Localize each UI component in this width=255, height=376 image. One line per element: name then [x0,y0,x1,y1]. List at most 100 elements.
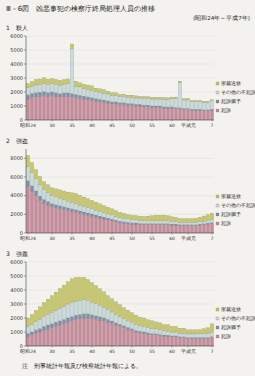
bar-segment [62,319,65,323]
bar-segment [78,83,81,87]
bar-segment [158,323,161,330]
grid-line [26,36,214,37]
bar-segment [194,110,197,120]
x-tick-label: 45 [109,123,115,128]
bar-segment [158,99,161,106]
bar-segment [118,221,121,222]
bar-segment [26,318,29,326]
bar-segment [202,338,205,346]
bar-segment [146,224,149,225]
bar-segment [86,199,89,208]
bar-segment [62,191,65,200]
bar-segment [94,304,97,316]
bar-segment [182,328,185,333]
bar-segment [46,185,49,192]
y-tick-label: 0 [20,230,23,236]
bar-segment [170,108,173,120]
bar-segment [30,86,33,93]
bar-segment [142,105,145,107]
x-tick [188,120,189,122]
bar-segment [114,104,117,120]
bar-segment [126,103,129,105]
bar-segment [198,100,201,101]
x-axis [26,346,214,347]
bar-segment [186,226,189,233]
bar-segment [154,335,157,346]
bar-segment [98,102,101,120]
bar-segment [142,332,145,333]
bar-segment [94,101,97,120]
bar-segment [158,106,161,107]
bar-segment [158,334,161,335]
grid-line [26,158,214,159]
bar-segment [110,96,113,102]
x-tick-label: 昭和24 [20,348,36,354]
bar-segment [166,216,169,221]
bar-segment [106,91,109,94]
bar-segment [46,192,49,201]
bar-segment [106,319,109,322]
bar-segment [102,212,105,217]
x-tick [172,346,173,348]
bar-segment [46,205,49,233]
x-tick-label: 55 [149,123,155,128]
bar-segment [154,99,157,106]
bar-segment [82,89,85,97]
grid-line [26,78,214,79]
x-tick-label: 35 [69,349,75,354]
bar-segment [94,319,97,346]
bar-segment [118,223,121,233]
bar-segment [182,100,185,108]
bar-segment [110,104,113,120]
y-tick-label: 6000 [10,259,23,265]
bar-segment [26,167,29,181]
bar-segment [54,292,57,310]
bar-segment [202,102,205,110]
bar-segment [122,218,125,222]
bar-segment [142,96,145,98]
bar-segment [106,322,109,346]
bar-segment [174,225,177,233]
bar-segment [138,331,141,332]
x-tick [28,233,29,235]
title: Ⅲ－6図 凶悪事犯の検察庁終局処理人員の推移 [6,5,155,13]
bar-segment [126,97,129,103]
y-tick-label: 2000 [10,211,23,217]
bar-segment [98,89,101,93]
bar-segment [210,101,213,109]
bar-segment [86,213,89,215]
bar-segment [122,222,125,223]
x-tick [28,346,29,348]
bar-segment [150,107,153,120]
x-tick-label: 40 [89,349,95,354]
bar-segment [174,337,177,346]
bar-segment [158,225,161,233]
bar-segment [42,331,45,346]
bar-segment [138,106,141,120]
bar-segment [26,99,29,120]
bar-segment [194,222,197,224]
x-tick-label: 55 [149,236,155,241]
bar-segment [110,102,113,104]
bar-segment [162,215,165,221]
bar-segment [98,218,101,233]
bar-segment [58,85,61,93]
bar-segment [34,97,37,120]
bar-segment [134,324,137,330]
panel-title: 3 強姦 [6,250,28,257]
bar-segment [134,330,137,332]
y-tick-label: 4000 [10,192,23,198]
bar-segment [146,328,149,333]
x-tick [92,346,93,348]
bars [26,156,213,233]
x-tick [172,120,173,122]
bar-segment [202,329,205,334]
bar-segment [118,105,121,120]
bar-segment [130,103,133,105]
bar-segment [102,103,105,121]
bar-segment [110,219,113,221]
x-tick-label: 50 [129,349,135,354]
bar-segment [30,163,33,173]
bar-segment [206,338,209,346]
bar-segment [130,215,133,219]
